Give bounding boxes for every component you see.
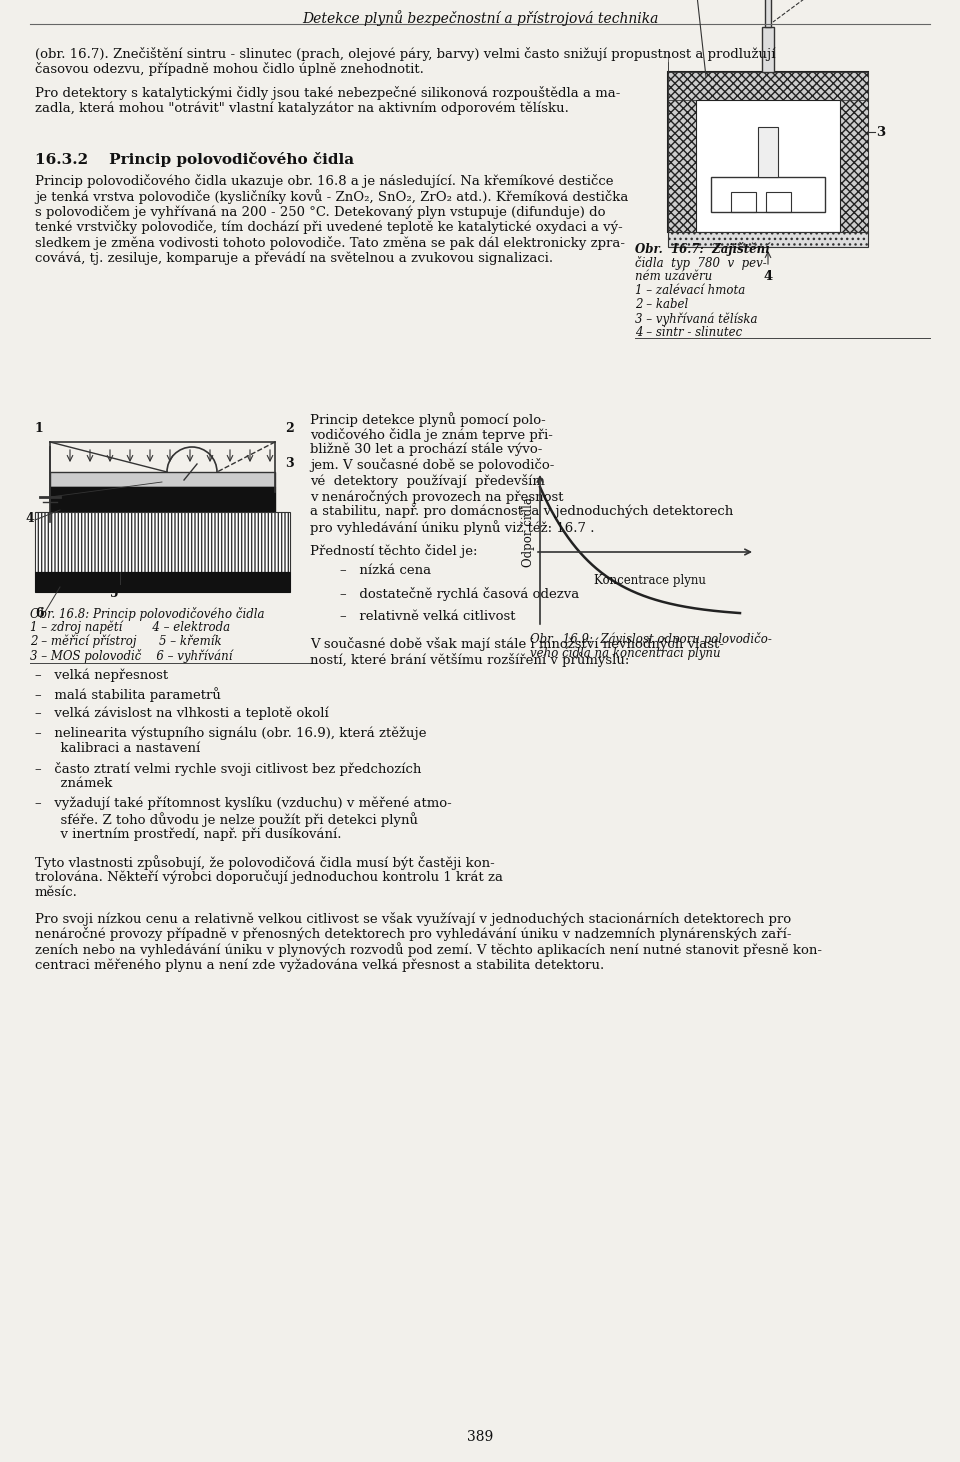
Text: 2: 2 (285, 423, 294, 436)
Text: 5: 5 (110, 588, 119, 599)
Text: –   vyžadují také přítomnost kyslíku (vzduchu) v měřené atmo-: – vyžadují také přítomnost kyslíku (vzdu… (35, 797, 452, 810)
Bar (668, 72, 868, 99)
Text: Obr.  16.7:  Zajištění: Obr. 16.7: Zajištění (635, 243, 770, 256)
Bar (731, 192, 756, 212)
Text: časovou odezvu, případně mohou čidlo úplně znehodnotit.: časovou odezvu, případně mohou čidlo úpl… (35, 63, 424, 76)
Text: Pro svoji nízkou cenu a relativně velkou citlivost se však využívají v jednoduch: Pro svoji nízkou cenu a relativně velkou… (35, 911, 791, 925)
Text: 4 – sintr - slinutec: 4 – sintr - slinutec (635, 326, 742, 339)
Bar (668, 232, 868, 247)
Text: 1 – zdroj napětí        4 – elektroda: 1 – zdroj napětí 4 – elektroda (30, 621, 230, 635)
Bar (50, 487, 275, 512)
Text: 16.3.2    Princip polovodičového čidla: 16.3.2 Princip polovodičového čidla (35, 152, 354, 167)
Text: zadla, která mohou "otrávit" vlastní katalyzátor na aktivním odporovém tělísku.: zadla, která mohou "otrávit" vlastní kat… (35, 101, 569, 115)
Bar (668, 72, 696, 232)
Text: (obr. 16.7). Znečištění sintru - slinutec (prach, olejové páry, barvy) velmi čas: (obr. 16.7). Znečištění sintru - slinute… (35, 47, 776, 61)
Text: 4: 4 (25, 512, 34, 525)
Text: kalibraci a nastavení: kalibraci a nastavení (35, 743, 201, 754)
Text: ností, které brání většímu rozšíření v průmyslu:: ností, které brání většímu rozšíření v p… (310, 652, 630, 667)
Text: Princip detekce plynů pomocí polo-: Princip detekce plynů pomocí polo- (310, 412, 545, 427)
Text: 2 – měřicí přístroj      5 – křemík: 2 – měřicí přístroj 5 – křemík (30, 635, 222, 649)
Text: Princip polovodičového čidla ukazuje obr. 16.8 a je následující. Na křemíkové de: Princip polovodičového čidla ukazuje obr… (35, 174, 613, 189)
Text: čidla  typ  780  v  pev-: čidla typ 780 v pev- (635, 256, 767, 270)
Text: V současné době však mají stále i množství nevhodných vlast-: V současné době však mají stále i množst… (310, 637, 724, 651)
Text: tenké vrstvičky polovodiče, tím dochází při uvedené teplotě ke katalytické oxyda: tenké vrstvičky polovodiče, tím dochází … (35, 221, 623, 234)
Bar (840, 72, 868, 232)
Text: 3 – MOS polovodič    6 – vyhřívání: 3 – MOS polovodič 6 – vyhřívání (30, 649, 232, 662)
Bar (762, 26, 774, 72)
Text: v nenáročných provozech na přesnost: v nenáročných provozech na přesnost (310, 490, 564, 503)
Text: Odpor čidla: Odpor čidla (521, 497, 535, 567)
Text: –   velká nepřesnost: – velká nepřesnost (35, 668, 168, 681)
Text: sféře. Z toho důvodu je nelze použít při detekci plynů: sféře. Z toho důvodu je nelze použít při… (35, 811, 418, 827)
Text: vého čidla na koncentraci plynu: vého čidla na koncentraci plynu (530, 646, 721, 659)
Text: a stabilitu, např. pro domácnost, a v jednoduchých detektorech: a stabilitu, např. pro domácnost, a v je… (310, 504, 733, 519)
Text: Detekce plynů bezpečnostní a přístrojová technika: Detekce plynů bezpečnostní a přístrojová… (301, 10, 659, 26)
Bar (766, 192, 791, 212)
Bar (50, 472, 275, 487)
Text: bližně 30 let a prochází stále vývo-: bližně 30 let a prochází stále vývo- (310, 443, 542, 456)
Text: 3 – vyhřívaná tělíska: 3 – vyhřívaná tělíska (635, 311, 757, 326)
Text: 3: 3 (285, 458, 294, 469)
Text: –   velká závislost na vlhkosti a teplotě okolí: – velká závislost na vlhkosti a teplotě … (35, 708, 328, 721)
Text: –   nízká cena: – nízká cena (340, 564, 431, 577)
Bar (696, 99, 840, 232)
Text: známek: známek (35, 776, 112, 789)
Text: Předností těchto čidel je:: Předností těchto čidel je: (310, 544, 477, 558)
Text: jem. V současné době se polovodičo-: jem. V současné době se polovodičo- (310, 459, 554, 472)
Text: Obr.  16.9:  Závislost odporu polovodičo-: Obr. 16.9: Závislost odporu polovodičo- (530, 632, 772, 646)
Text: –   malá stabilita parametrů: – malá stabilita parametrů (35, 687, 221, 702)
Text: zeních nebo na vyhledávání úniku v plynových rozvodů pod zemí. V těchto aplikací: zeních nebo na vyhledávání úniku v plyno… (35, 943, 822, 958)
Text: sledkem je změna vodivosti tohoto polovodiče. Tato změna se pak dál elektronicky: sledkem je změna vodivosti tohoto polovo… (35, 235, 625, 250)
Text: centraci měřeného plynu a není zde vyžadována velká přesnost a stabilita detekto: centraci měřeného plynu a není zde vyžad… (35, 958, 604, 972)
Bar (765, 0, 771, 26)
Text: –   často ztratí velmi rychle svoji citlivost bez předchozích: – často ztratí velmi rychle svoji citliv… (35, 762, 421, 775)
Text: 2 – kabel: 2 – kabel (635, 298, 688, 311)
Bar (758, 127, 778, 177)
Text: –   relativně velká citlivost: – relativně velká citlivost (340, 610, 516, 623)
Text: v inertním prostředí, např. při dusíkování.: v inertním prostředí, např. při dusíková… (35, 827, 342, 841)
Text: vodičového čidla je znám teprve při-: vodičového čidla je znám teprve při- (310, 427, 553, 442)
Text: Tyto vlastnosti způsobují, že polovodičová čidla musí být častěji kon-: Tyto vlastnosti způsobují, že polovodičo… (35, 855, 494, 870)
Text: vé  detektory  používají  především: vé detektory používají především (310, 474, 545, 488)
Bar (711, 177, 825, 212)
Text: 6: 6 (35, 607, 43, 620)
Bar (668, 72, 868, 232)
Text: 4: 4 (763, 270, 773, 284)
Text: Koncentrace plynu: Koncentrace plynu (594, 575, 706, 588)
Text: nenáročné provozy případně v přenosných detektorech pro vyhledávání úniku v nadz: nenáročné provozy případně v přenosných … (35, 927, 791, 942)
Text: 1: 1 (35, 423, 44, 436)
Text: je tenká vrstva polovodiče (kysličníky kovů - ZnO₂, SnO₂, ZrO₂ atd.). Křemíková : je tenká vrstva polovodiče (kysličníky k… (35, 190, 629, 205)
Bar (35, 572, 290, 592)
Text: měsíc.: měsíc. (35, 886, 78, 899)
Text: trolována. Někteří výrobci doporučují jednoduchou kontrolu 1 krát za: trolována. Někteří výrobci doporučují je… (35, 870, 503, 885)
Text: 389: 389 (467, 1430, 493, 1444)
Text: covává, tj. zesiluje, komparuje a převádí na světelnou a zvukovou signalizaci.: covává, tj. zesiluje, komparuje a převád… (35, 251, 553, 265)
Text: pro vyhledávání úniku plynů viz též: 16.7 .: pro vyhledávání úniku plynů viz též: 16.… (310, 520, 594, 535)
Text: 3: 3 (876, 126, 885, 139)
Text: Obr. 16.8: Princip polovodičového čidla: Obr. 16.8: Princip polovodičového čidla (30, 607, 265, 621)
Bar (35, 512, 290, 572)
Text: –   nelinearita výstupního signálu (obr. 16.9), která ztěžuje: – nelinearita výstupního signálu (obr. 1… (35, 727, 426, 740)
Text: ném uzávěru: ném uzávěru (635, 270, 712, 284)
Text: Pro detektory s katalytickými čidly jsou také nebezpečné silikonová rozpouštědla: Pro detektory s katalytickými čidly jsou… (35, 86, 620, 99)
Text: 1 – zalévací hmota: 1 – zalévací hmota (635, 284, 745, 297)
Text: –   dostatečně rychlá časová odezva: – dostatečně rychlá časová odezva (340, 588, 579, 601)
Text: s polovodičem je vyhřívaná na 200 - 250 °C. Detekovaný plyn vstupuje (difunduje): s polovodičem je vyhřívaná na 200 - 250 … (35, 205, 606, 219)
